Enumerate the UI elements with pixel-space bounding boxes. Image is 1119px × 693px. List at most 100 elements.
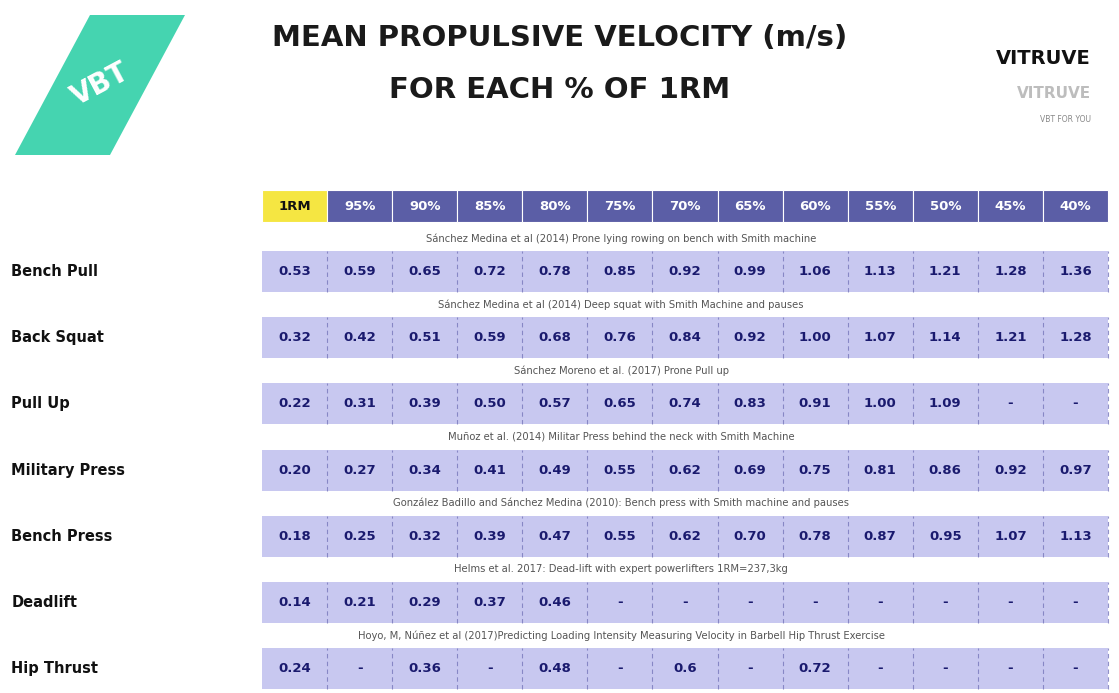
- Text: 1.13: 1.13: [864, 265, 896, 278]
- Text: -: -: [617, 662, 623, 675]
- Text: -: -: [1007, 397, 1013, 410]
- Text: 1.09: 1.09: [929, 397, 961, 410]
- Text: 0.29: 0.29: [408, 596, 441, 609]
- Text: 95%: 95%: [344, 200, 375, 213]
- Text: 0.72: 0.72: [799, 662, 831, 675]
- Text: 0.53: 0.53: [279, 265, 311, 278]
- Text: 0.18: 0.18: [279, 529, 311, 543]
- Text: 55%: 55%: [865, 200, 896, 213]
- Text: 0.46: 0.46: [538, 596, 572, 609]
- Text: Sánchez Medina et al (2014) Deep squat with Smith Machine and pauses: Sánchez Medina et al (2014) Deep squat w…: [439, 299, 803, 310]
- Text: 0.32: 0.32: [408, 529, 441, 543]
- Text: 1.21: 1.21: [994, 331, 1026, 344]
- FancyBboxPatch shape: [848, 190, 913, 222]
- FancyBboxPatch shape: [392, 190, 458, 222]
- Text: 0.86: 0.86: [929, 464, 961, 477]
- Text: -: -: [1007, 596, 1013, 609]
- FancyBboxPatch shape: [262, 190, 327, 222]
- Text: -: -: [812, 596, 818, 609]
- FancyBboxPatch shape: [587, 190, 652, 222]
- Text: 0.42: 0.42: [344, 331, 376, 344]
- Text: 0.57: 0.57: [538, 397, 571, 410]
- Text: 0.47: 0.47: [538, 529, 571, 543]
- Text: 0.92: 0.92: [669, 265, 702, 278]
- Text: 1.21: 1.21: [929, 265, 961, 278]
- FancyBboxPatch shape: [262, 516, 1108, 556]
- Text: 0.97: 0.97: [1060, 464, 1092, 477]
- Text: Deadlift: Deadlift: [11, 595, 77, 610]
- Text: -: -: [747, 596, 753, 609]
- Text: -: -: [877, 596, 883, 609]
- FancyBboxPatch shape: [262, 251, 1108, 292]
- Text: 40%: 40%: [1060, 200, 1091, 213]
- FancyBboxPatch shape: [262, 450, 1108, 491]
- Text: Sánchez Medina et al (2014) Prone lying rowing on bench with Smith machine: Sánchez Medina et al (2014) Prone lying …: [426, 234, 816, 244]
- Text: 1RM: 1RM: [279, 200, 311, 213]
- Text: -: -: [617, 596, 623, 609]
- Text: 1.36: 1.36: [1059, 265, 1092, 278]
- Text: -: -: [1007, 662, 1013, 675]
- Text: VITRUVE: VITRUVE: [1017, 86, 1091, 101]
- Text: 0.95: 0.95: [929, 529, 961, 543]
- Text: 0.69: 0.69: [734, 464, 767, 477]
- Text: 0.76: 0.76: [603, 331, 637, 344]
- Text: 65%: 65%: [734, 200, 765, 213]
- Text: 0.62: 0.62: [669, 464, 702, 477]
- Text: 0.83: 0.83: [734, 397, 767, 410]
- FancyBboxPatch shape: [262, 582, 1108, 623]
- Text: 0.65: 0.65: [408, 265, 441, 278]
- Text: 0.39: 0.39: [408, 397, 441, 410]
- Text: 0.55: 0.55: [603, 464, 637, 477]
- Text: -: -: [877, 662, 883, 675]
- Text: -: -: [747, 662, 753, 675]
- Text: 0.31: 0.31: [344, 397, 376, 410]
- Text: MEAN PROPULSIVE VELOCITY (m/s): MEAN PROPULSIVE VELOCITY (m/s): [272, 24, 847, 52]
- Text: 0.32: 0.32: [279, 331, 311, 344]
- FancyBboxPatch shape: [262, 383, 1108, 424]
- Text: Helms et al. 2017: Dead-lift with expert powerlifters 1RM=237,3kg: Helms et al. 2017: Dead-lift with expert…: [454, 564, 788, 574]
- Text: 45%: 45%: [995, 200, 1026, 213]
- Text: -: -: [1073, 397, 1079, 410]
- Text: VBT FOR YOU: VBT FOR YOU: [1040, 115, 1091, 123]
- Text: 0.49: 0.49: [538, 464, 571, 477]
- FancyBboxPatch shape: [523, 190, 587, 222]
- Text: -: -: [1073, 596, 1079, 609]
- Text: 1.28: 1.28: [994, 265, 1027, 278]
- Text: 0.72: 0.72: [473, 265, 506, 278]
- Text: FOR EACH % OF 1RM: FOR EACH % OF 1RM: [389, 76, 730, 104]
- Text: 0.36: 0.36: [408, 662, 441, 675]
- Text: -: -: [487, 662, 492, 675]
- Text: 0.6: 0.6: [674, 662, 697, 675]
- Polygon shape: [15, 15, 185, 155]
- Text: 0.59: 0.59: [344, 265, 376, 278]
- Text: 80%: 80%: [539, 200, 571, 213]
- Text: 1.13: 1.13: [1060, 529, 1092, 543]
- Text: VITRUVE: VITRUVE: [996, 49, 1091, 69]
- Text: 0.65: 0.65: [603, 397, 637, 410]
- FancyBboxPatch shape: [327, 190, 392, 222]
- Text: 1.06: 1.06: [799, 265, 831, 278]
- Text: 70%: 70%: [669, 200, 700, 213]
- Text: 0.25: 0.25: [344, 529, 376, 543]
- Text: 1.00: 1.00: [799, 331, 831, 344]
- Text: 0.27: 0.27: [344, 464, 376, 477]
- Text: -: -: [357, 662, 363, 675]
- Text: 0.41: 0.41: [473, 464, 506, 477]
- Text: 0.48: 0.48: [538, 662, 572, 675]
- Text: 0.81: 0.81: [864, 464, 896, 477]
- Text: 0.59: 0.59: [473, 331, 506, 344]
- Text: -: -: [1073, 662, 1079, 675]
- Text: 0.92: 0.92: [734, 331, 767, 344]
- Text: 0.87: 0.87: [864, 529, 896, 543]
- Text: 0.99: 0.99: [734, 265, 767, 278]
- Text: 85%: 85%: [474, 200, 506, 213]
- Text: 0.68: 0.68: [538, 331, 572, 344]
- Text: Back Squat: Back Squat: [11, 331, 104, 345]
- Text: Sánchez Moreno et al. (2017) Prone Pull up: Sánchez Moreno et al. (2017) Prone Pull …: [514, 366, 728, 376]
- Text: Military Press: Military Press: [11, 462, 125, 477]
- Text: 0.34: 0.34: [408, 464, 441, 477]
- Text: 0.85: 0.85: [603, 265, 637, 278]
- Text: 1.28: 1.28: [1060, 331, 1092, 344]
- FancyBboxPatch shape: [782, 190, 848, 222]
- Text: Hoyo, M, Núñez et al (2017)Predicting Loading Intensity Measuring Velocity in Ba: Hoyo, M, Núñez et al (2017)Predicting Lo…: [358, 630, 884, 640]
